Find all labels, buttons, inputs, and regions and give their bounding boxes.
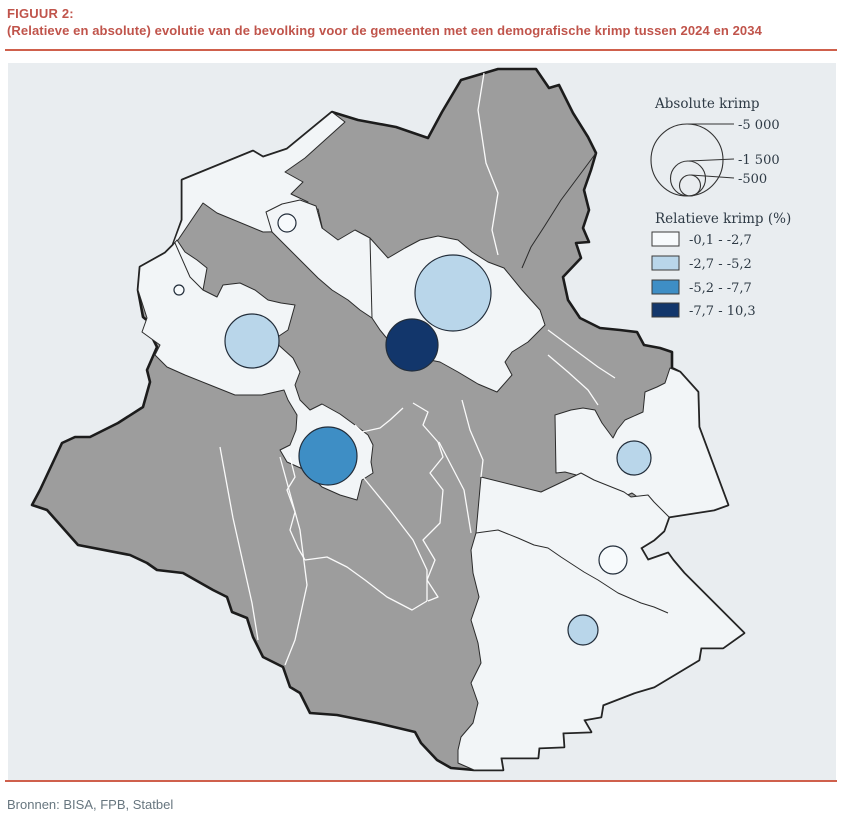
municipality-declining-center-north (265, 199, 546, 393)
municipality-declining-southeast (457, 472, 745, 771)
legend-size-label-large: -5 000 (738, 118, 780, 133)
figure-title: (Relatieve en absolute) evolutie van de … (7, 23, 762, 38)
inner-borders-dark (174, 152, 669, 614)
population-bubble (224, 313, 280, 369)
figure-source: Bronnen: BISA, FPB, Statbel (7, 797, 174, 812)
legend-leader-line (690, 174, 735, 179)
legend-swatch-class-1 (651, 231, 680, 247)
bottom-rule (5, 780, 837, 782)
legend-class-label-1: -0,1 - -2,7 (689, 233, 752, 248)
legend-size-label-small: -500 (738, 172, 767, 187)
legend-leader-line (688, 158, 735, 162)
bubble-layer (173, 213, 652, 646)
population-bubble (616, 440, 652, 476)
legend-relative-title: Relatieve krimp (%) (655, 211, 791, 227)
top-rule (5, 49, 837, 51)
municipality-declining-northwest-top (172, 111, 346, 245)
inner-borders-light (219, 72, 616, 666)
legend-swatch-class-2 (651, 255, 680, 271)
legend-size-circle-small (678, 174, 702, 197)
legend-class-label-4: -7,7 - 10,3 (689, 304, 756, 319)
population-bubble (173, 284, 185, 296)
legend-absolute: Absolute krimp -5 000 -1 500 -500 (650, 96, 780, 197)
legend-swatch-class-4 (651, 302, 680, 318)
population-bubble (414, 254, 492, 332)
figure-label: FIGUUR 2: (7, 6, 74, 21)
legend-absolute-title: Absolute krimp (654, 96, 760, 112)
population-bubble (385, 318, 439, 372)
legend-class-label-3: -5,2 - -7,7 (689, 281, 752, 296)
population-bubble (567, 614, 599, 646)
legend-class-label-2: -2,7 - -5,2 (689, 257, 752, 272)
population-bubble (598, 545, 628, 575)
legend-swatch-class-3 (651, 279, 680, 295)
legend-size-label-medium: -1 500 (738, 153, 780, 168)
legend-relative: Relatieve krimp (%) -0,1 - -2,7 -2,7 - -… (651, 211, 791, 319)
population-bubble (298, 426, 358, 486)
population-bubble (277, 213, 297, 233)
